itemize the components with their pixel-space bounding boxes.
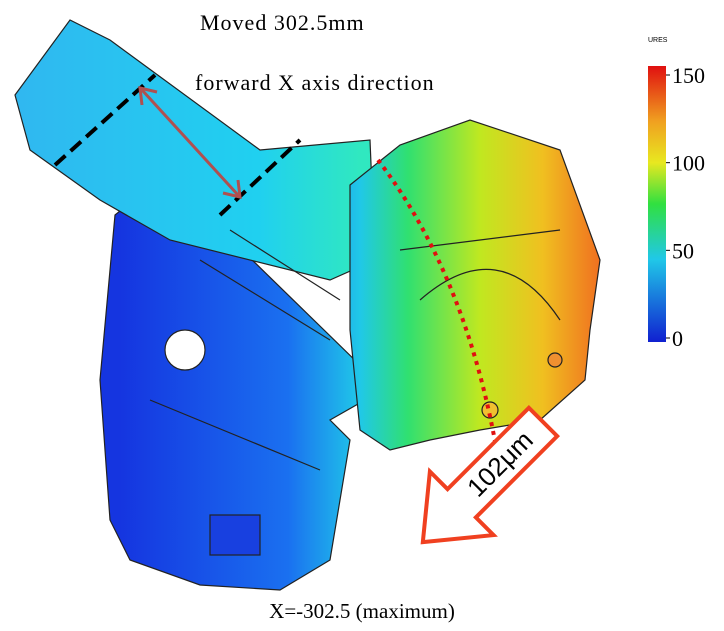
hole bbox=[165, 330, 205, 370]
colorbar: URES 150 100 50 0 bbox=[648, 37, 705, 351]
colorbar-tick-label: 50 bbox=[672, 238, 694, 263]
colorbar-scale bbox=[648, 66, 666, 342]
caption: X=-302.5 (maximum) bbox=[269, 599, 455, 623]
colorbar-tick-label: 150 bbox=[672, 63, 705, 88]
bolt bbox=[548, 353, 562, 367]
head bbox=[350, 120, 600, 450]
move-label: forward X axis direction bbox=[195, 70, 435, 95]
machine-model bbox=[15, 20, 600, 590]
move-label: Moved 302.5mm bbox=[200, 10, 365, 35]
colorbar-tick-label: 100 bbox=[672, 151, 705, 176]
colorbar-title: URES bbox=[648, 37, 668, 44]
colorbar-tick-label: 0 bbox=[672, 326, 683, 351]
block bbox=[210, 515, 260, 555]
figure: 102μm Moved 302.5mm forward X axis direc… bbox=[0, 0, 724, 631]
